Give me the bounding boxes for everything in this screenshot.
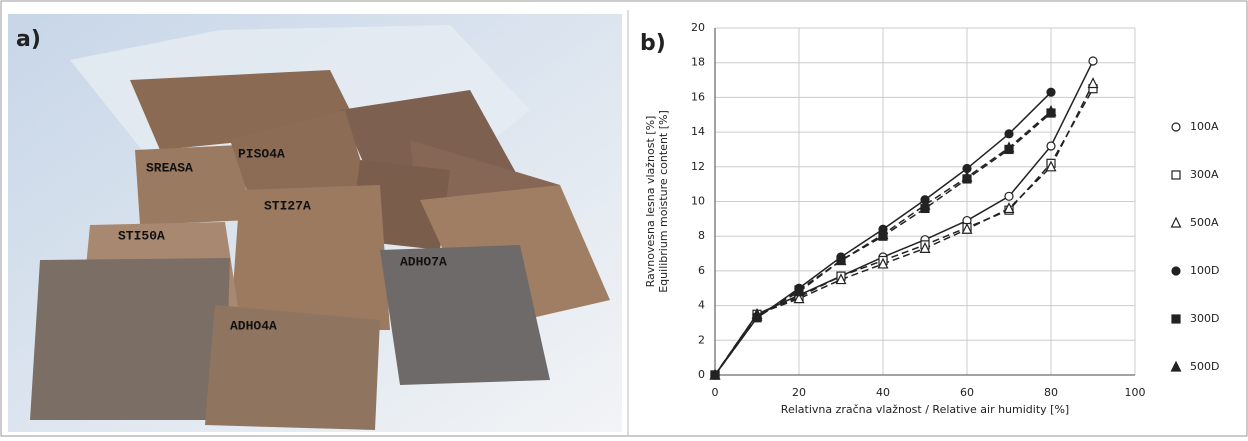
legend-marker (1172, 315, 1180, 323)
x-tick-label: 40 (876, 386, 890, 399)
marker (1005, 130, 1013, 138)
handwritten-label: STI50A (118, 228, 165, 243)
handwritten-label: ADHO4A (230, 318, 277, 333)
legend-marker (1172, 171, 1180, 179)
y-tick-label: 10 (691, 195, 705, 208)
y-axis-label: Ravnovesna lesna vlažnost [%] (644, 116, 657, 288)
figure: STI50A STI27A PISO4A ADHO4A ADHO7A SREAS… (0, 0, 1248, 437)
page: STI50A STI27A PISO4A ADHO4A ADHO7A SREAS… (0, 0, 1248, 437)
y-tick-label: 16 (691, 90, 705, 103)
y-tick-label: 14 (691, 125, 705, 138)
x-tick-label: 0 (712, 386, 719, 399)
handwritten-label: ADHO7A (400, 254, 447, 269)
y-tick-label: 0 (698, 368, 705, 381)
legend-label: 300A (1190, 168, 1219, 181)
chart: b) 0 2 4 6 8 10 12 14 16 18 20 0 20 40 60 80 100 Relativna… (640, 21, 1219, 416)
handwritten-label: SREASA (146, 160, 193, 175)
legend-marker (1172, 218, 1181, 227)
legend-marker (1172, 362, 1181, 371)
marker (1047, 88, 1055, 96)
x-tick-label: 60 (960, 386, 974, 399)
panel-label: a) (16, 27, 41, 52)
legend-label: 300D (1190, 312, 1219, 325)
x-tick-label: 20 (792, 386, 806, 399)
legend-marker (1172, 123, 1180, 131)
marker (1047, 142, 1055, 150)
panel-label: b) (640, 31, 666, 56)
y-tick-label: 4 (698, 299, 705, 312)
legend-label: 500A (1190, 216, 1219, 229)
wood-piece (30, 258, 230, 420)
y-tick-label: 2 (698, 333, 705, 346)
x-tick-label: 80 (1044, 386, 1058, 399)
handwritten-label: STI27A (264, 198, 311, 213)
legend-label: 100A (1190, 120, 1219, 133)
legend-label: 500D (1190, 360, 1219, 373)
y-tick-label: 8 (698, 229, 705, 242)
y-tick-label: 20 (691, 21, 705, 34)
handwritten-label: PISO4A (238, 146, 285, 161)
series-line (715, 61, 1093, 375)
marker (1005, 192, 1013, 200)
legend-marker (1172, 267, 1180, 275)
y-tick-label: 18 (691, 56, 705, 69)
marker (1089, 79, 1098, 88)
series-line (715, 84, 1093, 375)
wood-piece (135, 145, 250, 225)
y-tick-label: 6 (698, 264, 705, 277)
marker (1089, 57, 1097, 65)
x-tick-label: 100 (1125, 386, 1146, 399)
photo: STI50A STI27A PISO4A ADHO4A ADHO7A SREAS… (8, 14, 622, 432)
legend-label: 100D (1190, 264, 1219, 277)
y-tick-label: 12 (691, 160, 705, 173)
x-axis-label: Relativna zračna vlažnost / Relative air… (781, 403, 1069, 416)
y-axis-label: Equilibrium moisture content [%] (657, 110, 670, 293)
